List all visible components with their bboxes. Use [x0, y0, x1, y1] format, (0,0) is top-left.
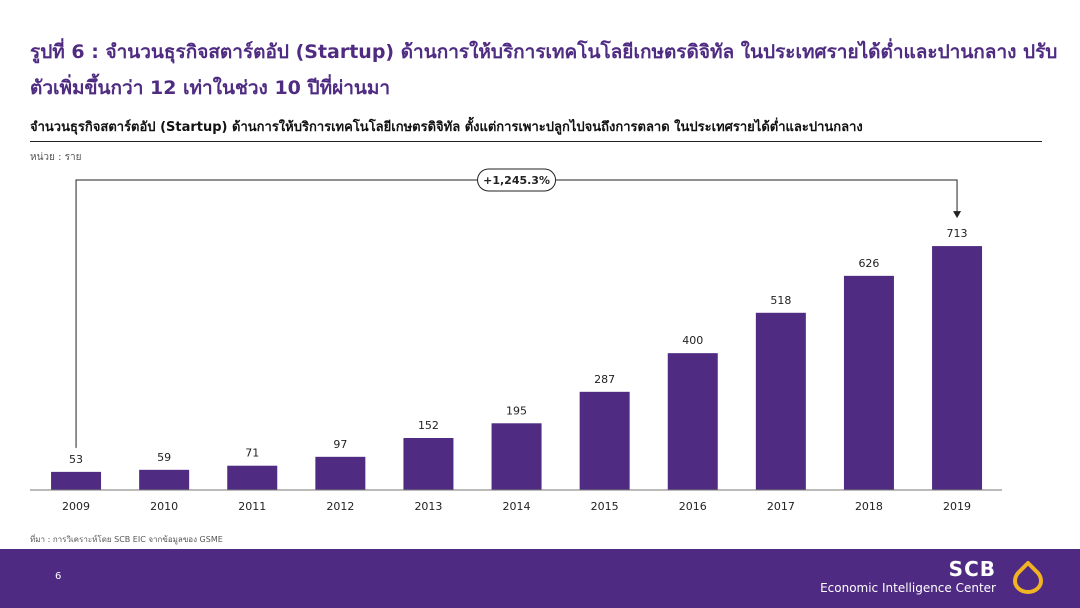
chart-title: จำนวนธุรกิจสตาร์ตอัป (Startup) ด้านการให… — [30, 120, 863, 135]
title-divider — [30, 141, 1042, 142]
data-label: 97 — [333, 438, 347, 451]
annotation-pill — [477, 168, 557, 192]
bar — [227, 465, 278, 490]
brand-subtitle: Economic Intelligence Center — [820, 581, 996, 595]
data-label: 518 — [770, 294, 791, 307]
bar — [403, 438, 454, 490]
brand-block: SCB Economic Intelligence Center — [820, 557, 996, 595]
bar — [755, 312, 806, 490]
data-label: 71 — [245, 447, 259, 460]
bar — [932, 246, 983, 490]
x-tick-label: 2011 — [238, 500, 266, 513]
x-tick-label: 2016 — [679, 500, 707, 513]
data-label: 713 — [947, 227, 968, 240]
brand-name: SCB — [948, 557, 996, 581]
scb-lotus-icon — [1013, 561, 1043, 594]
data-label: 195 — [506, 404, 527, 417]
data-label: 287 — [594, 373, 615, 386]
bar — [51, 471, 102, 490]
footer-bar: 6 SCB Economic Intelligence Center — [0, 549, 1080, 608]
bar — [491, 423, 542, 490]
data-label: 152 — [418, 419, 439, 432]
bar — [139, 469, 190, 490]
bar — [843, 275, 894, 490]
annotation-arrowhead — [953, 211, 962, 219]
x-tick-label: 2018 — [855, 500, 883, 513]
x-tick-label: 2014 — [503, 500, 531, 513]
bar — [315, 456, 366, 490]
x-tick-label: 2013 — [414, 500, 442, 513]
page-headline: รูปที่ 6 : จำนวนธุรกิจสตาร์ตอัป (Startup… — [30, 41, 1058, 99]
unit-label: หน่วย : ราย — [30, 152, 82, 163]
page-number: 6 — [55, 571, 62, 582]
bar — [579, 391, 630, 490]
x-tick-label: 2015 — [591, 500, 619, 513]
data-label: 400 — [682, 334, 703, 347]
bar-chart: 53 2009 59 2010 71 2011 97 2012 152 2013 195 2014 28… — [30, 168, 1002, 513]
data-label: 59 — [157, 451, 171, 464]
x-tick-label: 2010 — [150, 500, 178, 513]
x-tick-label: 2017 — [767, 500, 795, 513]
source-note: ที่มา : การวิเคราะห์โดย SCB EIC จากข้อมู… — [30, 535, 223, 544]
annotation-label: +1,245.3% — [483, 174, 550, 187]
x-tick-label: 2012 — [326, 500, 354, 513]
data-label: 53 — [69, 453, 83, 466]
data-label: 626 — [858, 257, 879, 270]
x-tick-label: 2019 — [943, 500, 971, 513]
x-tick-label: 2009 — [62, 500, 90, 513]
bar — [667, 353, 718, 490]
